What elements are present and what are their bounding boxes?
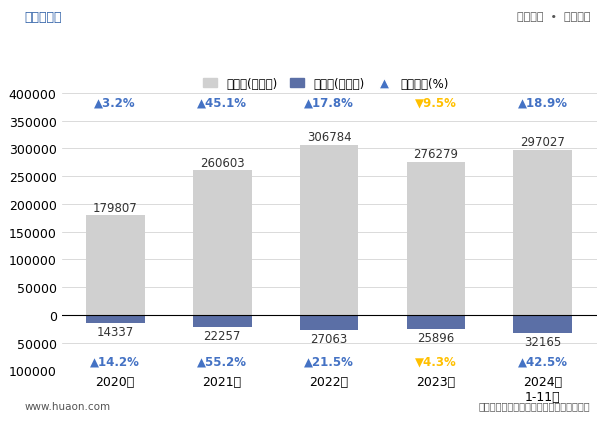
Bar <box>192 315 252 328</box>
Text: ▲18.9%: ▲18.9% <box>518 97 568 109</box>
Text: 25896: 25896 <box>418 331 454 344</box>
Text: 306784: 306784 <box>307 131 351 144</box>
Text: 179807: 179807 <box>93 201 138 214</box>
Text: 22257: 22257 <box>204 329 241 342</box>
Text: 2020-2024年11月宣城市商品收发货人所在地进、出口额: 2020-2024年11月宣城市商品收发货人所在地进、出口额 <box>139 46 476 64</box>
Text: ▲21.5%: ▲21.5% <box>304 355 354 368</box>
Bar <box>407 162 466 315</box>
Bar <box>407 315 466 330</box>
Text: ▲45.1%: ▲45.1% <box>197 97 247 109</box>
Text: 数据来源：中国海关，华经产业研究院整理: 数据来源：中国海关，华经产业研究院整理 <box>478 400 590 411</box>
Text: ▼4.3%: ▼4.3% <box>415 355 457 368</box>
Bar <box>300 315 359 330</box>
Text: ▲3.2%: ▲3.2% <box>95 97 136 109</box>
Bar <box>514 315 572 333</box>
Text: ▲17.8%: ▲17.8% <box>304 97 354 109</box>
Text: 297027: 297027 <box>520 136 565 149</box>
Text: ▼9.5%: ▼9.5% <box>415 97 457 109</box>
Text: ▲42.5%: ▲42.5% <box>518 355 568 368</box>
Bar <box>86 216 145 315</box>
Text: 276279: 276279 <box>413 147 458 161</box>
Text: www.huaon.com: www.huaon.com <box>25 400 111 411</box>
Text: 专业严谨  •  客观科学: 专业严谨 • 客观科学 <box>517 12 590 22</box>
Text: 27063: 27063 <box>311 332 347 345</box>
Bar <box>192 171 252 315</box>
Text: ▲55.2%: ▲55.2% <box>197 355 247 368</box>
Bar <box>514 151 572 315</box>
Text: 14337: 14337 <box>97 325 134 338</box>
Legend: 出口额(万美元), 进口额(万美元), 同比增长(%): 出口额(万美元), 进口额(万美元), 同比增长(%) <box>199 73 453 95</box>
Text: ▲14.2%: ▲14.2% <box>90 355 140 368</box>
Text: 260603: 260603 <box>200 156 244 169</box>
Bar <box>86 315 145 323</box>
Text: 华经情报网: 华经情报网 <box>25 11 62 23</box>
Text: 32165: 32165 <box>524 335 561 348</box>
Bar <box>300 145 359 315</box>
